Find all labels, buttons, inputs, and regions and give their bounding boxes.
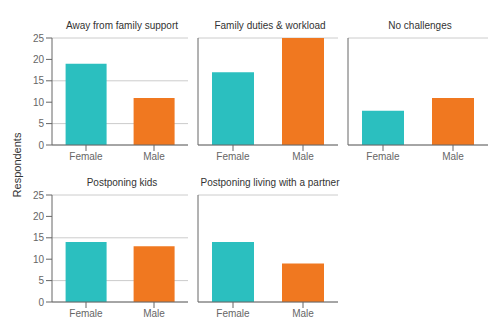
html-text:Away from family support: Away from family support: [66, 20, 178, 31]
svg-text:0: 0: [38, 297, 44, 308]
html-text:No challenges: No challenges: [388, 20, 452, 31]
svg-text:Male: Male: [442, 151, 464, 162]
svg-text:5: 5: [38, 118, 44, 129]
svg-text:10: 10: [33, 254, 45, 265]
html-text:Respondents: Respondents: [11, 132, 23, 198]
svg-text:15: 15: [33, 232, 45, 243]
svg-text:Female: Female: [69, 151, 103, 162]
svg-text:Male: Male: [143, 308, 165, 319]
html-text:Family duties & workload: Family duties & workload: [214, 20, 326, 31]
svg-text:20: 20: [33, 54, 45, 65]
svg-text:Female: Female: [216, 308, 250, 319]
svg-text:Male: Male: [143, 151, 165, 162]
svg-text:15: 15: [33, 75, 45, 86]
svg-text:5: 5: [38, 275, 44, 286]
html-text:Postponing kids: Postponing kids: [86, 177, 158, 188]
html-text:Postponing living with a partn: Postponing living with a partner: [200, 177, 340, 188]
svg-text:25: 25: [33, 33, 45, 44]
svg-text:Female: Female: [216, 151, 250, 162]
svg-text:Male: Male: [292, 308, 314, 319]
svg-text:10: 10: [33, 97, 45, 108]
svg-text:Male: Male: [292, 151, 314, 162]
svg-text:20: 20: [33, 211, 45, 222]
svg-text:25: 25: [33, 190, 45, 201]
svg-text:0: 0: [38, 140, 44, 151]
svg-text:Female: Female: [366, 151, 400, 162]
svg-text:Female: Female: [69, 308, 103, 319]
